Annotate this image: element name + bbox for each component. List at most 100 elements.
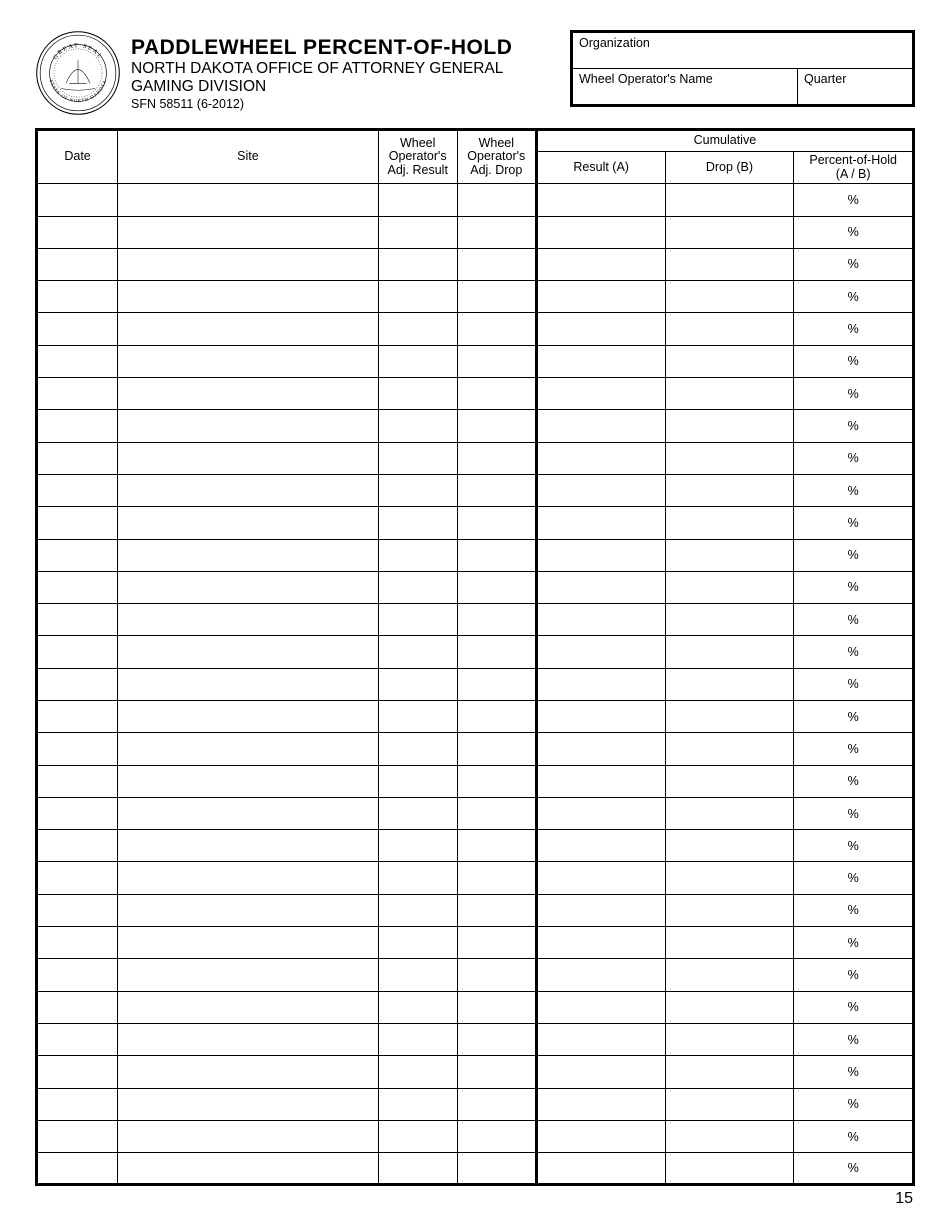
table-cell[interactable] [457, 442, 536, 474]
table-cell[interactable] [118, 184, 379, 216]
table-cell[interactable] [457, 604, 536, 636]
table-cell[interactable] [665, 410, 794, 442]
table-cell[interactable] [665, 733, 794, 765]
table-cell[interactable] [37, 959, 118, 991]
table-cell[interactable] [118, 1088, 379, 1120]
table-cell[interactable] [665, 507, 794, 539]
table-cell[interactable] [378, 1088, 457, 1120]
table-cell[interactable] [665, 862, 794, 894]
table-cell[interactable] [378, 1120, 457, 1152]
table-cell[interactable] [378, 410, 457, 442]
table-cell[interactable] [665, 959, 794, 991]
table-cell[interactable] [37, 313, 118, 345]
table-cell[interactable] [37, 701, 118, 733]
table-cell[interactable] [37, 248, 118, 280]
table-cell[interactable] [37, 927, 118, 959]
table-cell[interactable] [457, 313, 536, 345]
table-cell[interactable] [37, 281, 118, 313]
table-cell[interactable] [536, 733, 665, 765]
table-cell[interactable] [37, 184, 118, 216]
table-cell[interactable] [118, 1056, 379, 1088]
table-cell[interactable] [457, 184, 536, 216]
percent-cell[interactable]: % [794, 507, 914, 539]
table-cell[interactable] [665, 636, 794, 668]
table-cell[interactable] [536, 862, 665, 894]
table-cell[interactable] [118, 701, 379, 733]
operator-name-field[interactable]: Wheel Operator's Name [573, 69, 798, 104]
table-cell[interactable] [665, 1153, 794, 1185]
table-cell[interactable] [665, 765, 794, 797]
table-cell[interactable] [536, 410, 665, 442]
table-cell[interactable] [457, 281, 536, 313]
table-cell[interactable] [118, 539, 379, 571]
table-cell[interactable] [378, 1153, 457, 1185]
table-cell[interactable] [536, 765, 665, 797]
table-cell[interactable] [378, 571, 457, 603]
percent-cell[interactable]: % [794, 797, 914, 829]
table-cell[interactable] [536, 474, 665, 506]
table-cell[interactable] [378, 701, 457, 733]
table-cell[interactable] [457, 571, 536, 603]
table-cell[interactable] [118, 668, 379, 700]
table-cell[interactable] [37, 474, 118, 506]
table-cell[interactable] [37, 604, 118, 636]
table-cell[interactable] [378, 539, 457, 571]
table-cell[interactable] [665, 216, 794, 248]
percent-cell[interactable]: % [794, 1088, 914, 1120]
table-cell[interactable] [37, 830, 118, 862]
percent-cell[interactable]: % [794, 1056, 914, 1088]
table-cell[interactable] [37, 668, 118, 700]
organization-field[interactable]: Organization [573, 33, 912, 69]
percent-cell[interactable]: % [794, 927, 914, 959]
table-cell[interactable] [665, 442, 794, 474]
table-cell[interactable] [378, 474, 457, 506]
table-cell[interactable] [378, 313, 457, 345]
table-cell[interactable] [118, 604, 379, 636]
percent-cell[interactable]: % [794, 281, 914, 313]
table-cell[interactable] [37, 797, 118, 829]
table-cell[interactable] [536, 1023, 665, 1055]
table-cell[interactable] [37, 378, 118, 410]
percent-cell[interactable]: % [794, 442, 914, 474]
table-cell[interactable] [665, 1088, 794, 1120]
table-cell[interactable] [118, 281, 379, 313]
table-cell[interactable] [536, 378, 665, 410]
table-cell[interactable] [37, 539, 118, 571]
percent-cell[interactable]: % [794, 345, 914, 377]
table-cell[interactable] [378, 216, 457, 248]
percent-cell[interactable]: % [794, 1153, 914, 1185]
percent-cell[interactable]: % [794, 216, 914, 248]
table-cell[interactable] [665, 539, 794, 571]
table-cell[interactable] [536, 313, 665, 345]
percent-cell[interactable]: % [794, 701, 914, 733]
table-cell[interactable] [118, 248, 379, 280]
table-cell[interactable] [536, 184, 665, 216]
table-cell[interactable] [37, 765, 118, 797]
table-cell[interactable] [457, 248, 536, 280]
table-cell[interactable] [378, 668, 457, 700]
percent-cell[interactable]: % [794, 733, 914, 765]
table-cell[interactable] [118, 765, 379, 797]
table-cell[interactable] [118, 442, 379, 474]
table-cell[interactable] [665, 313, 794, 345]
table-cell[interactable] [378, 733, 457, 765]
percent-cell[interactable]: % [794, 765, 914, 797]
table-cell[interactable] [457, 507, 536, 539]
table-cell[interactable] [457, 894, 536, 926]
table-cell[interactable] [378, 1056, 457, 1088]
table-cell[interactable] [378, 991, 457, 1023]
table-cell[interactable] [457, 1056, 536, 1088]
table-cell[interactable] [457, 797, 536, 829]
table-cell[interactable] [536, 1088, 665, 1120]
percent-cell[interactable]: % [794, 378, 914, 410]
table-cell[interactable] [37, 1056, 118, 1088]
percent-cell[interactable]: % [794, 248, 914, 280]
table-cell[interactable] [378, 959, 457, 991]
table-cell[interactable] [118, 345, 379, 377]
table-cell[interactable] [665, 248, 794, 280]
table-cell[interactable] [118, 1023, 379, 1055]
table-cell[interactable] [118, 862, 379, 894]
table-cell[interactable] [378, 507, 457, 539]
table-cell[interactable] [118, 571, 379, 603]
percent-cell[interactable]: % [794, 894, 914, 926]
